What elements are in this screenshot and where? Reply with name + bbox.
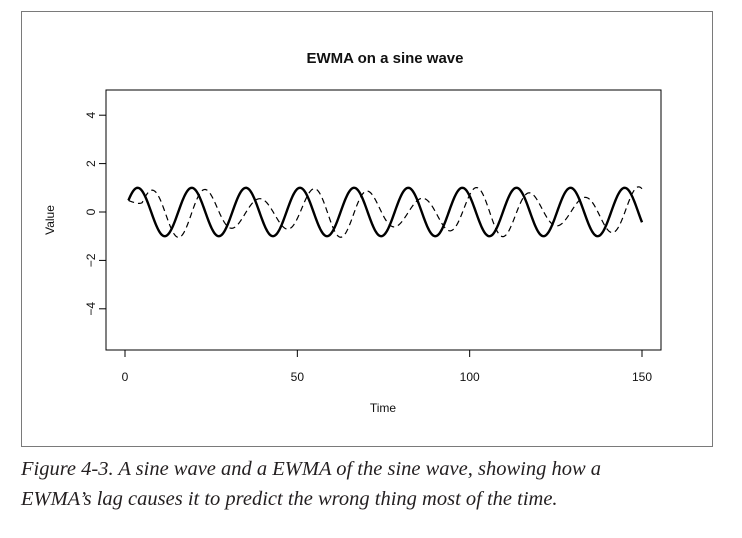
x-axis-label: Time xyxy=(370,401,397,415)
figure-frame xyxy=(21,11,713,447)
x-tick-label: 150 xyxy=(632,370,652,384)
caption-line: EWMA’s lag causes it to predict the wron… xyxy=(21,488,558,510)
y-tick-label: 4 xyxy=(84,112,98,119)
series-line-sine xyxy=(127,186,644,238)
x-tick-label: 50 xyxy=(291,370,305,384)
plot-area-border xyxy=(105,89,662,351)
figure-caption: Figure 4-3. A sine wave and a EWMA of th… xyxy=(21,454,731,514)
y-tick-label: −4 xyxy=(84,302,98,316)
series-layer xyxy=(127,186,644,238)
y-axis-label: Value xyxy=(43,205,57,235)
x-tick-label: 0 xyxy=(122,370,129,384)
y-tick-label: −2 xyxy=(84,253,98,267)
y-tick-label: 2 xyxy=(84,160,98,167)
x-tick-label: 100 xyxy=(460,370,480,384)
caption-line: Figure 4-3. A sine wave and a EWMA of th… xyxy=(21,458,602,480)
series-line-ewma xyxy=(128,186,643,238)
y-tick-label: 0 xyxy=(84,208,98,215)
chart-title: EWMA on a sine wave xyxy=(307,50,464,67)
y-axis: −4 −2 0 2 4 xyxy=(84,112,107,316)
x-axis: 0 50 100 150 xyxy=(122,349,652,384)
